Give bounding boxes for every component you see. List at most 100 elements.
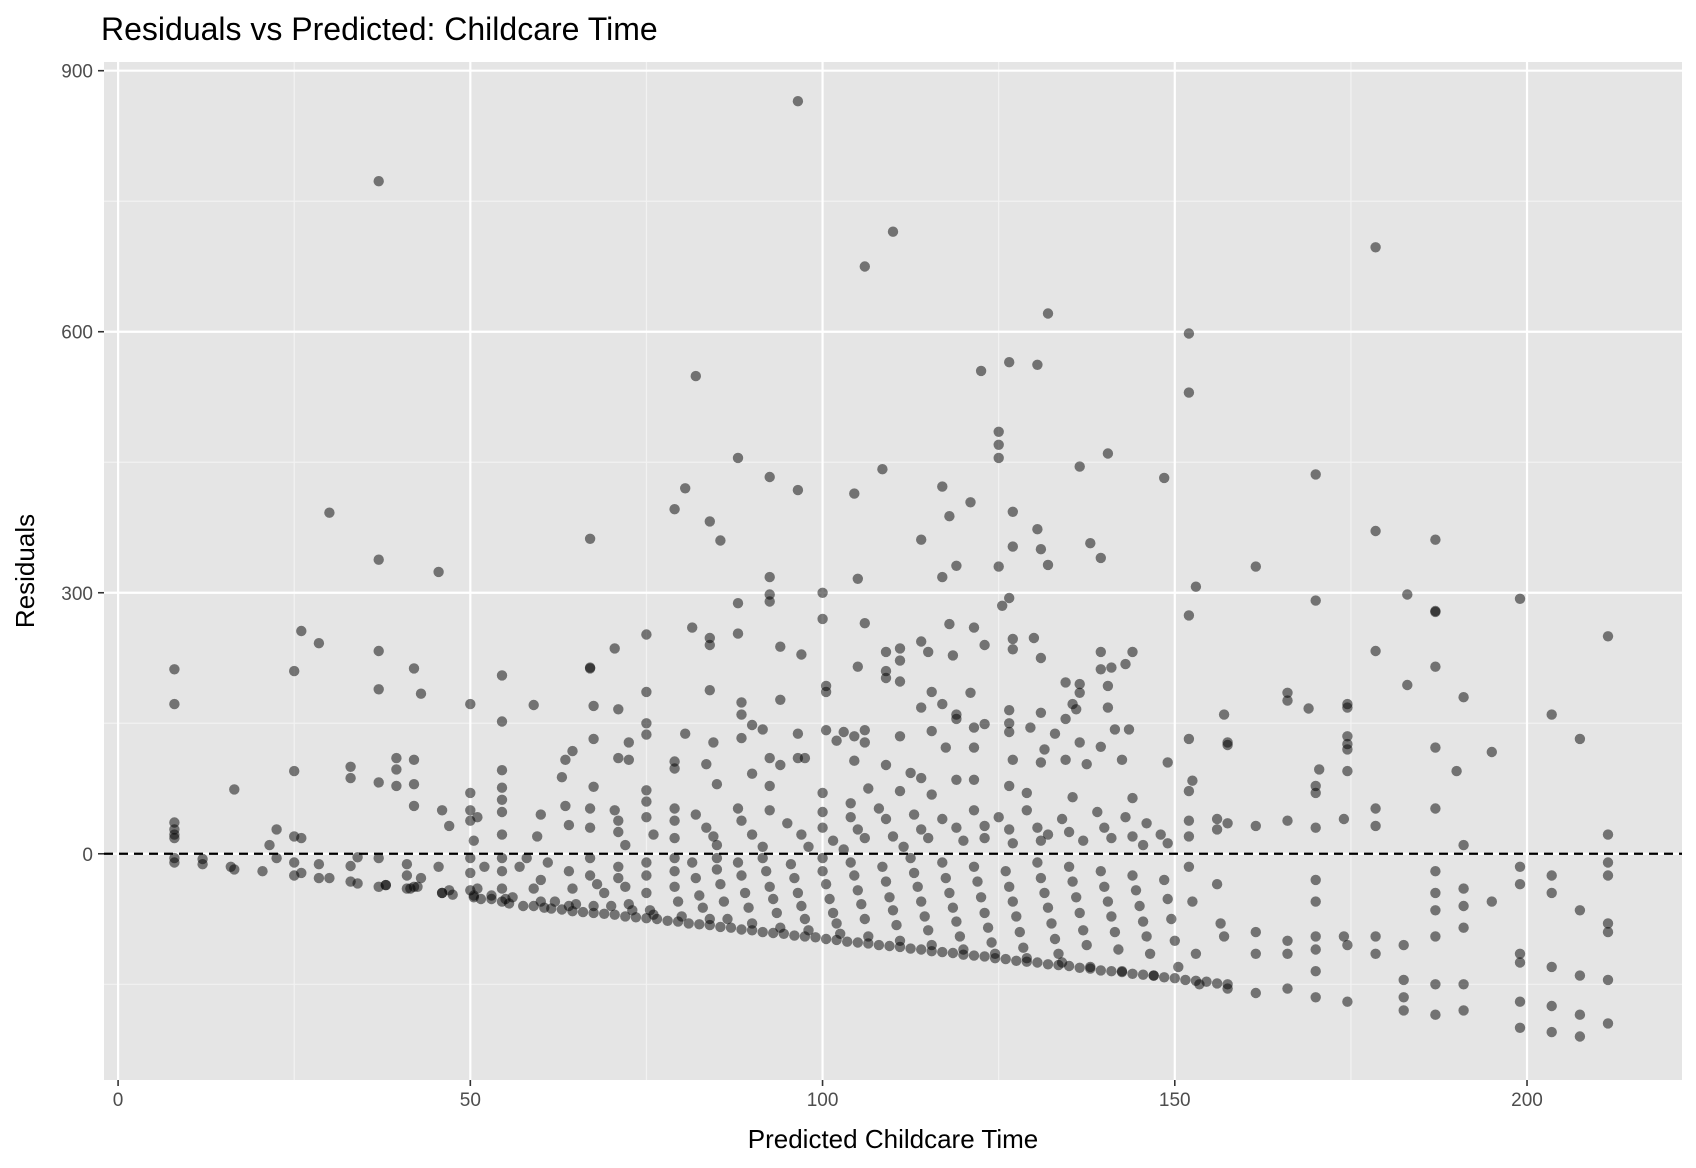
data-point (792, 484, 804, 496)
data-point (1067, 792, 1078, 803)
data-point (690, 370, 701, 382)
data-point (1071, 704, 1082, 715)
data-point (433, 861, 444, 872)
data-point (641, 686, 652, 698)
data-point (1004, 726, 1015, 738)
data-point (979, 639, 990, 651)
data-point (715, 879, 726, 890)
data-point (1063, 960, 1075, 972)
data-point (849, 488, 860, 499)
data-point (1078, 835, 1089, 846)
data-point (1222, 818, 1233, 829)
data-point (986, 937, 997, 948)
data-point (1370, 645, 1381, 657)
data-point (1514, 861, 1526, 872)
data-point (391, 780, 402, 792)
data-point (313, 859, 325, 870)
data-point (560, 800, 571, 812)
data-point (1035, 707, 1047, 718)
data-point (1106, 832, 1117, 844)
data-point (916, 702, 927, 713)
x-axis-label: Predicted Childcare Time (748, 1124, 1038, 1154)
data-point (599, 908, 610, 919)
data-point (546, 903, 557, 914)
data-point (1141, 931, 1152, 942)
data-point (880, 672, 892, 684)
data-point (1046, 918, 1057, 929)
data-point (718, 896, 730, 907)
data-point (1546, 887, 1557, 899)
data-point (1183, 831, 1195, 842)
data-point (771, 907, 782, 919)
data-point (947, 902, 959, 913)
data-point (1282, 935, 1293, 946)
data-point (1007, 838, 1018, 849)
data-point (937, 481, 948, 492)
data-point (1222, 739, 1233, 751)
data-point (736, 815, 747, 826)
data-point (849, 731, 860, 742)
data-point (1032, 957, 1043, 968)
data-point (1574, 1009, 1586, 1020)
data-point (408, 754, 420, 765)
data-point (496, 806, 508, 818)
data-point (926, 789, 937, 800)
data-point (979, 832, 990, 844)
data-point (1486, 896, 1498, 907)
data-point (444, 820, 455, 832)
data-point (975, 365, 987, 377)
data-point (852, 573, 863, 584)
data-point (951, 774, 962, 785)
data-point (887, 226, 899, 237)
data-point (792, 752, 804, 764)
data-point (697, 902, 708, 913)
data-point (799, 913, 811, 925)
data-point (852, 661, 863, 672)
data-point (789, 930, 800, 941)
data-point (556, 772, 568, 783)
y-tick-label: 0 (82, 845, 93, 866)
x-tick-label: 0 (113, 1090, 124, 1111)
data-point (1106, 662, 1117, 673)
data-point (944, 618, 955, 630)
data-point (1028, 632, 1040, 644)
data-point (824, 893, 835, 905)
data-point (680, 728, 691, 739)
data-point (792, 887, 804, 899)
data-point (926, 946, 937, 957)
data-point (1137, 839, 1149, 851)
data-point (859, 261, 870, 272)
data-point (609, 909, 620, 920)
data-point (891, 919, 902, 931)
data-point (1310, 896, 1321, 907)
data-point (1282, 983, 1293, 994)
data-point (623, 737, 634, 748)
data-point (1085, 963, 1096, 974)
data-point (919, 911, 930, 922)
data-point (169, 698, 180, 710)
data-point (1222, 979, 1233, 990)
data-point (1282, 815, 1293, 826)
data-point (908, 809, 920, 820)
data-point (641, 796, 652, 807)
data-point (1458, 883, 1469, 894)
data-point (768, 893, 779, 905)
data-point (669, 852, 680, 864)
data-point (496, 829, 508, 840)
data-point (1109, 724, 1121, 735)
data-point (796, 649, 807, 660)
data-point (472, 812, 483, 823)
data-point (408, 800, 420, 812)
data-point (937, 813, 948, 825)
data-point (521, 852, 532, 864)
data-point (1130, 885, 1142, 896)
data-point (613, 872, 624, 884)
data-point (528, 883, 539, 894)
data-point (1011, 955, 1022, 966)
data-point (1000, 866, 1011, 877)
data-point (412, 881, 423, 892)
data-point (894, 643, 906, 654)
data-point (623, 754, 634, 765)
data-point (1458, 692, 1469, 703)
data-points (169, 96, 1614, 1042)
